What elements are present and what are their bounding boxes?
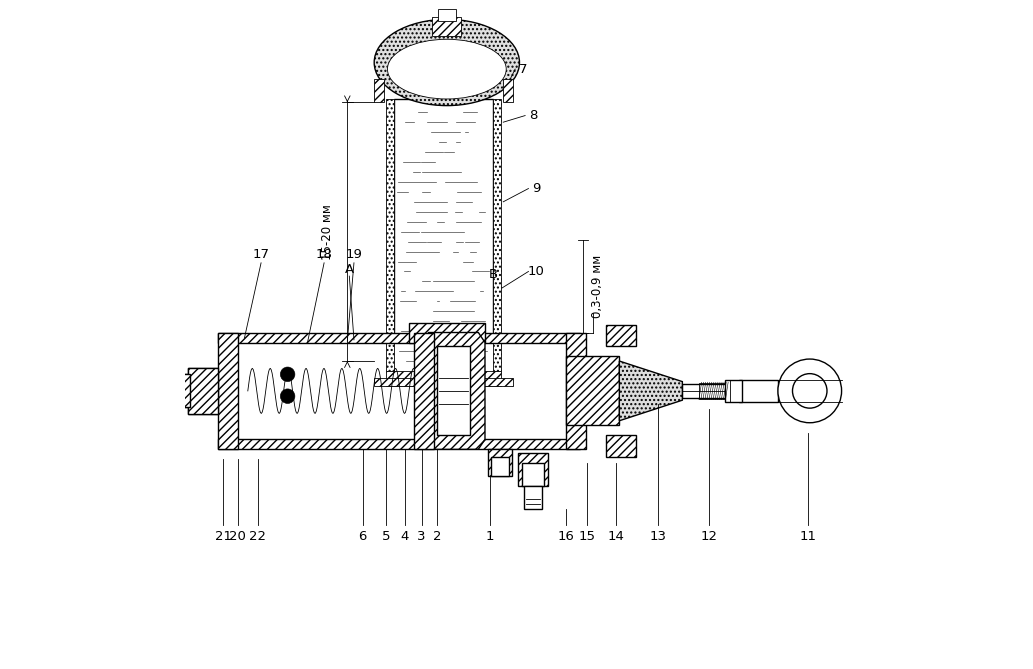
Bar — [432, 17, 462, 36]
Bar — [491, 457, 509, 476]
Text: 15: 15 — [578, 531, 596, 543]
Text: 14: 14 — [607, 531, 625, 543]
Text: 0,3-0,9 мм: 0,3-0,9 мм — [591, 254, 604, 318]
Polygon shape — [519, 453, 547, 486]
Text: 20: 20 — [229, 531, 246, 543]
Text: 2: 2 — [433, 531, 441, 543]
Text: 7: 7 — [519, 63, 528, 76]
Polygon shape — [374, 79, 384, 102]
Bar — [188, 368, 218, 414]
Polygon shape — [409, 322, 484, 343]
Text: 19: 19 — [345, 248, 363, 262]
Polygon shape — [419, 332, 426, 385]
Text: 11: 11 — [800, 531, 817, 543]
Polygon shape — [421, 332, 484, 450]
Polygon shape — [218, 332, 580, 343]
Text: A: A — [345, 263, 354, 276]
Text: 13: 13 — [650, 531, 666, 543]
Polygon shape — [488, 450, 512, 476]
Circle shape — [280, 389, 294, 403]
Polygon shape — [566, 332, 586, 450]
Text: 1: 1 — [486, 531, 494, 543]
Bar — [173, 375, 190, 407]
Bar — [525, 486, 541, 509]
Polygon shape — [739, 379, 778, 402]
Polygon shape — [413, 332, 434, 450]
Bar — [168, 381, 175, 400]
Polygon shape — [468, 332, 475, 385]
Text: 16: 16 — [558, 531, 574, 543]
Bar — [725, 379, 742, 402]
Text: 15-20 мм: 15-20 мм — [321, 204, 334, 260]
Polygon shape — [620, 361, 683, 421]
Ellipse shape — [387, 39, 506, 99]
Text: 8: 8 — [529, 109, 537, 122]
Polygon shape — [385, 371, 501, 385]
Text: 3: 3 — [417, 531, 426, 543]
Text: 12: 12 — [700, 531, 717, 543]
Bar — [683, 384, 739, 397]
Polygon shape — [385, 99, 394, 371]
Polygon shape — [606, 324, 636, 347]
Polygon shape — [188, 368, 218, 414]
Polygon shape — [173, 375, 190, 407]
Text: 4: 4 — [401, 531, 409, 543]
Polygon shape — [606, 436, 636, 457]
Bar — [238, 343, 580, 439]
Bar — [523, 462, 543, 486]
Polygon shape — [218, 332, 238, 450]
Bar — [394, 99, 494, 371]
Polygon shape — [503, 79, 513, 102]
Bar — [438, 9, 457, 21]
Circle shape — [280, 367, 294, 381]
Text: B: B — [489, 268, 498, 281]
Text: 21: 21 — [215, 531, 231, 543]
Text: 17: 17 — [253, 248, 270, 262]
Bar — [426, 332, 468, 385]
Text: 10: 10 — [528, 265, 544, 278]
Text: 22: 22 — [249, 531, 267, 543]
Bar — [699, 383, 725, 399]
Polygon shape — [566, 357, 632, 425]
Polygon shape — [494, 99, 501, 371]
Ellipse shape — [374, 19, 520, 106]
Circle shape — [778, 359, 842, 423]
Text: 9: 9 — [532, 182, 540, 195]
Bar — [437, 347, 470, 436]
Polygon shape — [374, 377, 513, 385]
Text: 5: 5 — [381, 531, 390, 543]
Circle shape — [792, 374, 827, 408]
Text: 18: 18 — [316, 248, 333, 262]
Text: 6: 6 — [358, 531, 367, 543]
Polygon shape — [218, 439, 580, 450]
